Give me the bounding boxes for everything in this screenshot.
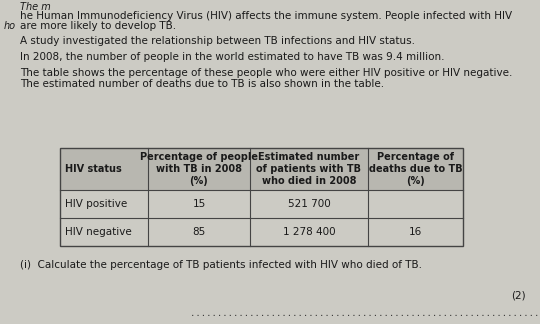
Bar	[60, 148, 463, 190]
Text: (i)  Calculate the percentage of TB patients infected with HIV who died of TB.: (i) Calculate the percentage of TB patie…	[20, 260, 422, 270]
Text: ................................................................................: ........................................…	[190, 309, 540, 318]
Text: The m: The m	[20, 2, 51, 12]
Text: HIV positive: HIV positive	[65, 199, 127, 209]
Text: 1 278 400: 1 278 400	[282, 227, 335, 237]
Text: 521 700: 521 700	[288, 199, 330, 209]
Text: Estimated number
of patients with TB
who died in 2008: Estimated number of patients with TB who…	[256, 152, 361, 186]
Text: Percentage of people
with TB in 2008
(%): Percentage of people with TB in 2008 (%)	[140, 152, 258, 186]
Text: are more likely to develop TB.: are more likely to develop TB.	[20, 21, 176, 31]
Text: Percentage of
deaths due to TB
(%): Percentage of deaths due to TB (%)	[369, 152, 462, 186]
Bar	[60, 148, 463, 246]
Text: HIV status: HIV status	[65, 164, 122, 174]
Text: 16: 16	[409, 227, 422, 237]
Text: 15: 15	[192, 199, 206, 209]
Text: HIV negative: HIV negative	[65, 227, 132, 237]
Text: A study investigated the relationship between TB infections and HIV status.: A study investigated the relationship be…	[20, 36, 415, 46]
Text: (2): (2)	[511, 290, 526, 300]
Text: In 2008, the number of people in the world estimated to have TB was 9.4 million.: In 2008, the number of people in the wor…	[20, 52, 444, 62]
Text: ho: ho	[4, 21, 16, 31]
Text: 85: 85	[192, 227, 206, 237]
Text: The estimated number of deaths due to TB is also shown in the table.: The estimated number of deaths due to TB…	[20, 79, 384, 89]
Text: The table shows the percentage of these people who were either HIV positive or H: The table shows the percentage of these …	[20, 68, 512, 78]
Text: he Human Immunodeficiency Virus (HIV) affects the immune system. People infected: he Human Immunodeficiency Virus (HIV) af…	[20, 11, 512, 21]
